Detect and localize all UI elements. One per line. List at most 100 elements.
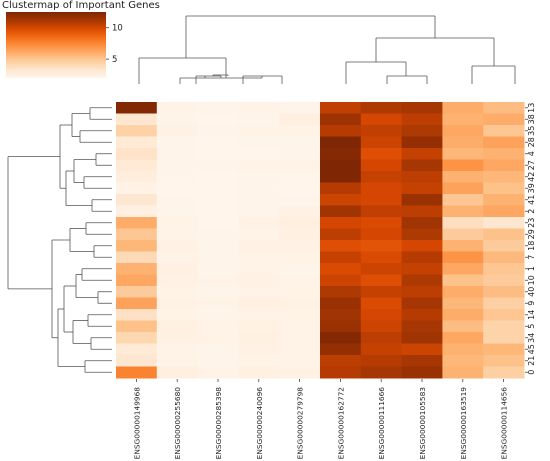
- heatmap-cell: [116, 194, 158, 206]
- heatmap-cell: [238, 355, 280, 367]
- row-tick-label: 23: [527, 218, 536, 228]
- heatmap-cell: [320, 125, 362, 137]
- heatmap-cell: [156, 102, 199, 114]
- heatmap-cells: [116, 102, 525, 379]
- heatmap-cell: [279, 263, 321, 275]
- heatmap-cell: [156, 332, 199, 344]
- row-tick-label: 10: [527, 275, 536, 285]
- heatmap-cell: [238, 320, 280, 333]
- heatmap-cell: [320, 171, 362, 183]
- heatmap-cell: [320, 240, 362, 252]
- row-tick-label: 9: [527, 301, 536, 306]
- heatmap-cell: [156, 251, 199, 264]
- heatmap-cell: [360, 366, 403, 379]
- heatmap-cell: [116, 125, 158, 137]
- heatmap-cell: [238, 263, 280, 275]
- heatmap-cell: [116, 309, 158, 321]
- heatmap-cell: [279, 286, 321, 298]
- row-tick-label: 34: [527, 333, 536, 343]
- heatmap-cell: [401, 194, 443, 206]
- heatmap-cell: [483, 309, 525, 321]
- heatmap-cell: [320, 355, 362, 367]
- heatmap-cell: [197, 286, 239, 298]
- heatmap-cell: [483, 286, 525, 298]
- heatmap-cell: [156, 274, 199, 287]
- heatmap-cell: [320, 286, 362, 298]
- heatmap-cell: [360, 194, 403, 206]
- heatmap-cell: [156, 355, 199, 367]
- row-tick-label: 29: [527, 229, 536, 239]
- heatmap-cell: [320, 148, 362, 160]
- heatmap-cell: [442, 136, 484, 149]
- heatmap-cell: [197, 332, 239, 344]
- heatmap-cell: [116, 240, 158, 252]
- row-tick-label: 18: [527, 241, 536, 251]
- heatmap-cell: [320, 263, 362, 275]
- heatmap-cell: [116, 113, 158, 126]
- heatmap-cell: [483, 217, 525, 229]
- heatmap-cell: [360, 113, 403, 126]
- heatmap-cell: [197, 297, 239, 310]
- heatmap-cell: [279, 125, 321, 137]
- heatmap-cell: [401, 148, 443, 160]
- heatmap-cell: [483, 320, 525, 333]
- heatmap-cell: [238, 159, 280, 172]
- heatmap-cell: [279, 332, 321, 344]
- heatmap-cell: [360, 240, 403, 252]
- heatmap-cell: [156, 136, 199, 149]
- heatmap-cell: [116, 171, 158, 183]
- heatmap-cell: [360, 309, 403, 321]
- heatmap-cell: [442, 263, 484, 275]
- heatmap-cell: [116, 355, 158, 367]
- heatmap-cell: [279, 159, 321, 172]
- heatmap-cell: [238, 309, 280, 321]
- heatmap-cell: [279, 194, 321, 206]
- heatmap-cell: [442, 171, 484, 183]
- heatmap-cell: [442, 228, 484, 241]
- heatmap-cell: [320, 332, 362, 344]
- heatmap-cell: [483, 355, 525, 367]
- heatmap-cell: [442, 182, 484, 195]
- heatmap-cell: [360, 171, 403, 183]
- row-tick-label: 4: [527, 151, 536, 156]
- heatmap-cell: [279, 182, 321, 195]
- row-tick-label: 5: [527, 324, 536, 329]
- heatmap-cell: [401, 297, 443, 310]
- heatmap-cell: [238, 205, 280, 218]
- heatmap-cell: [197, 251, 239, 264]
- heatmap-cell: [320, 217, 362, 229]
- row-tick-label: 28: [527, 137, 536, 147]
- heatmap-cell: [401, 228, 443, 241]
- heatmap-cell: [116, 251, 158, 264]
- heatmap-cell: [279, 343, 321, 356]
- heatmap-cell: [401, 125, 443, 137]
- heatmap-cell: [320, 205, 362, 218]
- column-tick-label: ENSG00000240096: [255, 387, 264, 460]
- heatmap-cell: [442, 332, 484, 344]
- column-tick-label: ENSG00000279798: [296, 387, 305, 460]
- heatmap-cell: [116, 102, 158, 114]
- heatmap-cell: [360, 343, 403, 356]
- heatmap-cell: [116, 205, 158, 218]
- heatmap-cell: [156, 320, 199, 333]
- heatmap-cell: [238, 194, 280, 206]
- heatmap-cell: [360, 355, 403, 367]
- heatmap-cell: [279, 366, 321, 379]
- heatmap-cell: [197, 205, 239, 218]
- heatmap-cell: [116, 297, 158, 310]
- row-tick-label: 7: [527, 255, 536, 260]
- heatmap-cell: [197, 228, 239, 241]
- heatmap-cell: [483, 240, 525, 252]
- heatmap-cell: [360, 332, 403, 344]
- row-tick-label: 35: [527, 126, 536, 136]
- heatmap-cell: [483, 366, 525, 379]
- heatmap-cell: [156, 194, 199, 206]
- heatmap-cell: [442, 320, 484, 333]
- heatmap-cell: [238, 240, 280, 252]
- heatmap-cell: [238, 102, 280, 114]
- heatmap-cell: [320, 366, 362, 379]
- heatmap-cell: [483, 171, 525, 183]
- heatmap-cell: [238, 228, 280, 241]
- column-tick-label: ENSG00000255680: [173, 387, 182, 460]
- heatmap-cell: [483, 102, 525, 114]
